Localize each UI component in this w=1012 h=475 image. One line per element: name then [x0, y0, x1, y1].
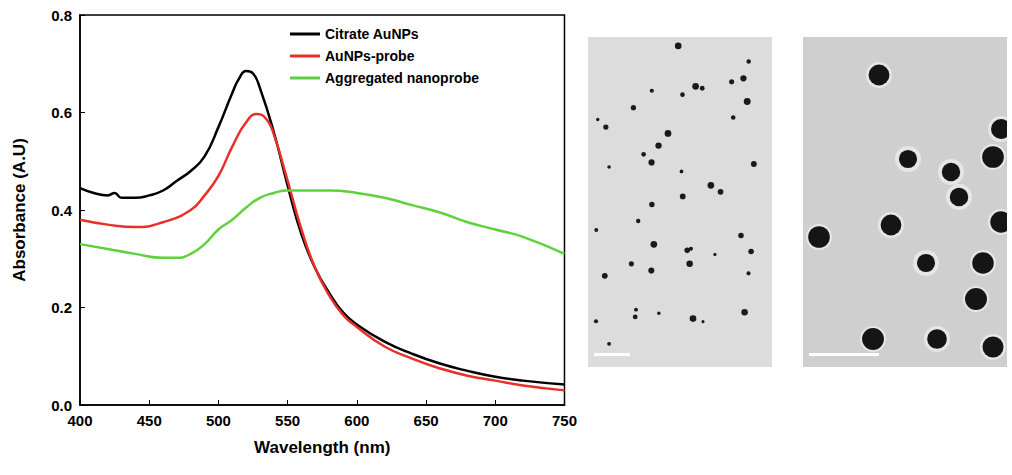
svg-text:750: 750	[552, 412, 577, 429]
svg-text:0.0: 0.0	[51, 397, 72, 414]
svg-text:0.2: 0.2	[51, 299, 72, 316]
svg-text:650: 650	[414, 412, 439, 429]
svg-text:700: 700	[483, 412, 508, 429]
svg-text:AuNPs-probe: AuNPs-probe	[325, 48, 415, 64]
svg-text:0.8: 0.8	[51, 7, 72, 24]
svg-text:600: 600	[344, 412, 369, 429]
svg-text:Absorbance (A.U): Absorbance (A.U)	[10, 138, 29, 282]
svg-text:400: 400	[67, 412, 92, 429]
svg-text:450: 450	[137, 412, 162, 429]
svg-text:500: 500	[206, 412, 231, 429]
svg-text:Wavelength (nm): Wavelength (nm)	[254, 438, 390, 457]
svg-text:Citrate AuNPs: Citrate AuNPs	[325, 26, 419, 42]
svg-text:0.6: 0.6	[51, 104, 72, 121]
svg-text:550: 550	[275, 412, 300, 429]
svg-text:0.4: 0.4	[51, 202, 73, 219]
svg-text:Aggregated nanoprobe: Aggregated nanoprobe	[325, 70, 479, 86]
